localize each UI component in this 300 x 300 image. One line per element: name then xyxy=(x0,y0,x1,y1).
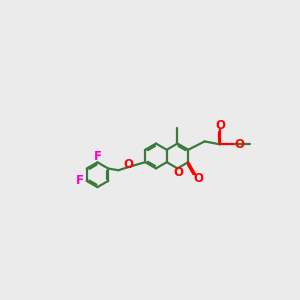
Text: F: F xyxy=(94,150,102,164)
Text: O: O xyxy=(124,158,134,171)
Text: O: O xyxy=(193,172,203,185)
Text: F: F xyxy=(76,174,84,187)
Text: O: O xyxy=(234,138,244,151)
Text: O: O xyxy=(215,119,225,132)
Text: O: O xyxy=(173,166,183,179)
